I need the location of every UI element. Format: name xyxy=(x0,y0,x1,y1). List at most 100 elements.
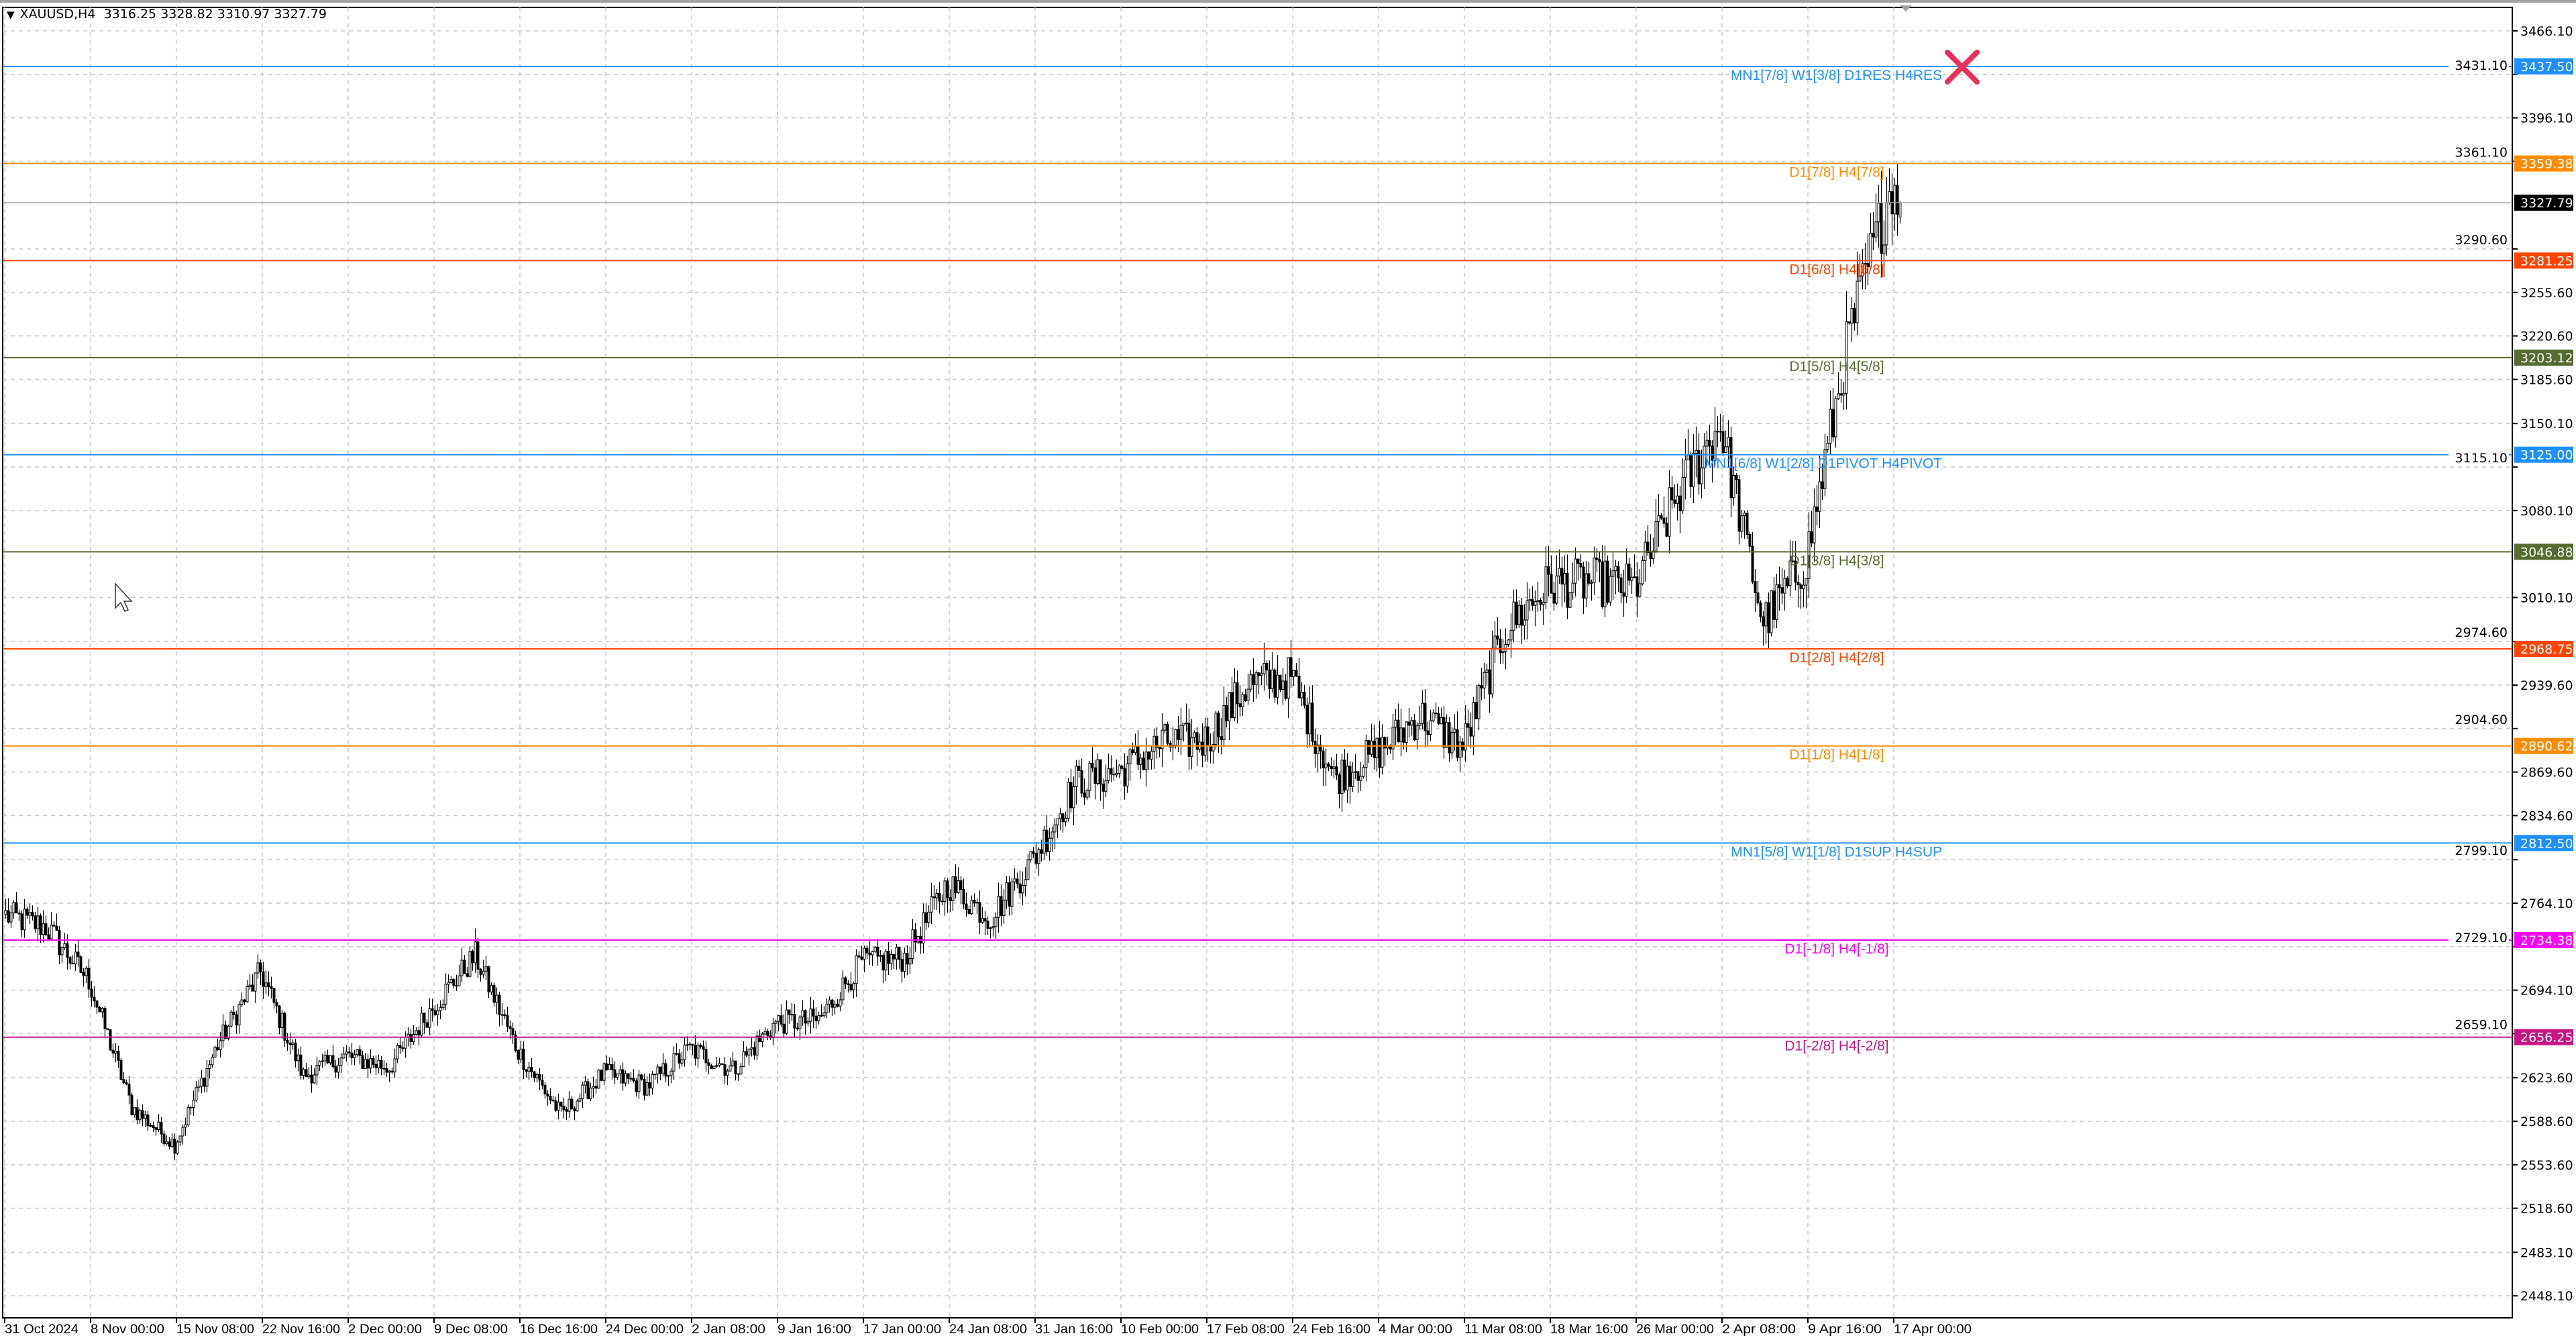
candle xyxy=(495,994,498,1003)
candle xyxy=(1174,729,1177,745)
candle xyxy=(839,999,842,1007)
candle xyxy=(1534,601,1537,606)
plot-area[interactable] xyxy=(2,7,2513,1319)
y-tick-label: 2939.60 xyxy=(2520,678,2573,693)
candle xyxy=(696,1045,700,1059)
candle xyxy=(718,1063,721,1066)
candle xyxy=(1611,570,1615,577)
y-tick-label: 2659.10 xyxy=(2455,1017,2508,1032)
candle xyxy=(398,1045,402,1049)
candle xyxy=(1432,713,1435,721)
candle xyxy=(1893,185,1896,215)
candle xyxy=(318,1061,321,1066)
x-mark-icon[interactable] xyxy=(1945,50,1980,85)
candle xyxy=(957,880,960,893)
candle xyxy=(1295,670,1298,677)
candle xyxy=(1212,744,1215,752)
candle xyxy=(1695,450,1698,454)
candle xyxy=(1233,682,1236,718)
candle xyxy=(592,1086,595,1089)
candle xyxy=(659,1066,662,1074)
candle xyxy=(425,1022,429,1028)
candle xyxy=(857,955,861,958)
triangle-down-icon[interactable] xyxy=(1900,5,1912,11)
candle xyxy=(1343,760,1346,790)
candle xyxy=(1134,745,1137,754)
candle xyxy=(334,1066,337,1073)
candle xyxy=(1195,732,1199,750)
candle xyxy=(1131,749,1134,754)
candle xyxy=(1729,437,1733,499)
candle xyxy=(283,1013,286,1041)
candle xyxy=(629,1078,633,1080)
candle xyxy=(278,1005,281,1028)
candle xyxy=(911,929,914,960)
candle xyxy=(208,1064,211,1070)
candle xyxy=(1488,669,1491,694)
candle xyxy=(632,1078,635,1082)
candle xyxy=(669,1070,673,1076)
candle xyxy=(506,1015,509,1027)
candle xyxy=(1450,731,1454,754)
candle xyxy=(975,902,979,904)
candle xyxy=(1203,726,1207,756)
candle xyxy=(608,1064,611,1070)
price-chart[interactable]: 31 Oct 2024 8 Nov 00:00 15 Nov 08:00 22 Nov… xyxy=(0,3,2576,1342)
x-tick-label: 16 Dec 16:00 xyxy=(520,1323,598,1337)
candle xyxy=(1670,487,1674,501)
candle xyxy=(594,1086,598,1089)
candle xyxy=(243,999,246,1002)
candle xyxy=(1880,203,1883,254)
candle xyxy=(541,1080,544,1086)
x-tick-label: 31 Jan 16:00 xyxy=(1035,1323,1113,1337)
candle xyxy=(1775,584,1778,620)
candle xyxy=(184,1124,187,1128)
candle xyxy=(1713,431,1717,461)
candle xyxy=(1415,725,1419,741)
candle xyxy=(1732,474,1735,499)
candle xyxy=(1601,561,1604,607)
candle xyxy=(1896,185,1899,215)
candle xyxy=(1598,559,1601,562)
candle xyxy=(554,1100,557,1111)
candle xyxy=(586,1081,590,1099)
candle xyxy=(1104,780,1108,792)
candle xyxy=(1373,740,1376,758)
candle xyxy=(1241,694,1244,707)
x-tick-label: 18 Mar 16:00 xyxy=(1550,1323,1628,1337)
candle xyxy=(329,1055,332,1064)
candle xyxy=(1458,741,1462,758)
candle xyxy=(275,1002,278,1007)
candle xyxy=(938,893,941,902)
price-tag xyxy=(2514,1029,2573,1045)
candle xyxy=(47,934,50,939)
candle xyxy=(1662,517,1666,524)
candle xyxy=(1126,763,1129,786)
candle xyxy=(1807,531,1811,579)
candle xyxy=(871,951,874,956)
level-label: D1[6/8] H4[6/8] xyxy=(1789,262,1884,277)
candle xyxy=(1217,713,1220,737)
triangle-down-icon[interactable]: ▼ xyxy=(7,9,15,21)
y-tick-label-bg xyxy=(2449,145,2509,160)
candle xyxy=(356,1049,359,1055)
candle xyxy=(1697,450,1701,484)
candle xyxy=(729,1065,732,1072)
candle xyxy=(1330,766,1333,770)
candle xyxy=(1550,574,1553,594)
candle xyxy=(954,876,957,893)
candle xyxy=(745,1051,748,1055)
candle xyxy=(364,1059,367,1070)
candle xyxy=(1724,446,1727,453)
candle xyxy=(125,1082,128,1085)
candle xyxy=(712,1066,716,1069)
candle xyxy=(1128,749,1132,764)
candle xyxy=(876,946,879,957)
candle xyxy=(1228,692,1231,721)
candle xyxy=(605,1063,608,1070)
candle xyxy=(855,955,858,984)
candle xyxy=(1407,721,1411,726)
candle xyxy=(849,984,853,990)
candle xyxy=(1018,883,1022,894)
